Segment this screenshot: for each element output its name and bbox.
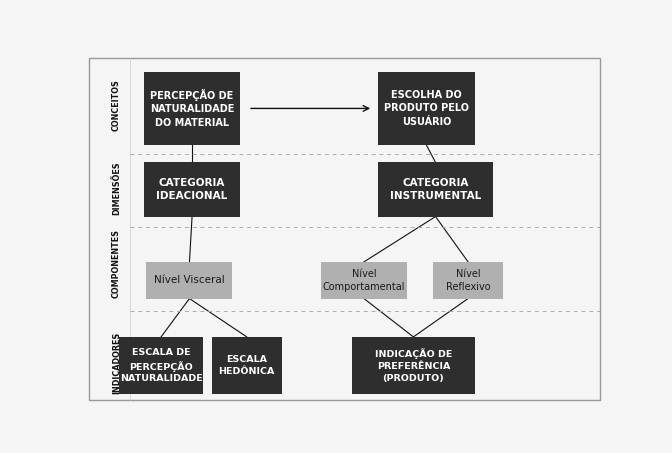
FancyBboxPatch shape xyxy=(144,72,241,145)
Text: ESCALA
HEDÔNICA: ESCALA HEDÔNICA xyxy=(218,355,275,376)
Text: INDICAÇÃO DE
PREFERÊNCIA
(PRODUTO): INDICAÇÃO DE PREFERÊNCIA (PRODUTO) xyxy=(375,348,452,383)
Text: INDICADORES: INDICADORES xyxy=(112,332,121,394)
Text: Nível
Comportamental: Nível Comportamental xyxy=(323,269,405,292)
Text: CATEGORIA
INSTRUMENTAL: CATEGORIA INSTRUMENTAL xyxy=(390,178,481,201)
Text: Nível
Reflexivo: Nível Reflexivo xyxy=(446,269,491,292)
FancyBboxPatch shape xyxy=(352,337,474,395)
Text: DIMENSÕES: DIMENSÕES xyxy=(112,162,121,216)
Text: COMPONENTES: COMPONENTES xyxy=(112,229,121,298)
FancyBboxPatch shape xyxy=(433,262,503,299)
Text: CONCEITOS: CONCEITOS xyxy=(112,79,121,131)
FancyBboxPatch shape xyxy=(378,72,474,145)
Text: CATEGORIA
IDEACIONAL: CATEGORIA IDEACIONAL xyxy=(157,178,228,201)
FancyBboxPatch shape xyxy=(146,262,233,299)
FancyBboxPatch shape xyxy=(120,337,203,395)
FancyBboxPatch shape xyxy=(144,163,241,217)
Text: ESCALA DE
PERCEPÇÃO
NATURALIDADE: ESCALA DE PERCEPÇÃO NATURALIDADE xyxy=(120,348,202,383)
FancyBboxPatch shape xyxy=(321,262,407,299)
Text: ESCOLHA DO
PRODUTO PELO
USUÁRIO: ESCOLHA DO PRODUTO PELO USUÁRIO xyxy=(384,90,469,127)
FancyBboxPatch shape xyxy=(212,337,282,395)
Text: Nível Visceral: Nível Visceral xyxy=(154,275,225,285)
FancyBboxPatch shape xyxy=(378,163,493,217)
Text: PERCEPÇÃO DE
NATURALIDADE
DO MATERIAL: PERCEPÇÃO DE NATURALIDADE DO MATERIAL xyxy=(150,89,235,128)
